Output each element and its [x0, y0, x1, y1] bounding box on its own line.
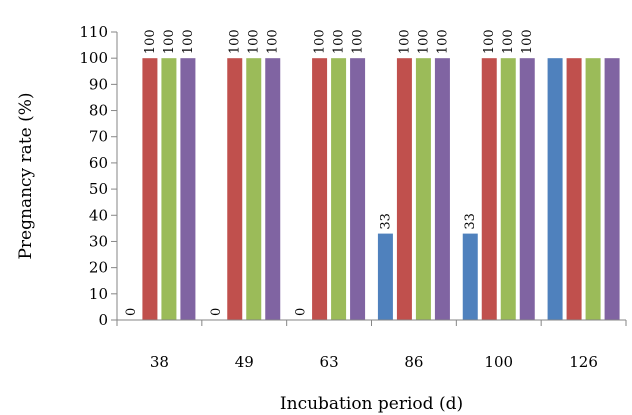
- bar: [434, 58, 450, 320]
- bar: [481, 58, 497, 320]
- y-tick-label: 40: [89, 206, 108, 224]
- bar: [377, 233, 393, 320]
- y-tick-label: 90: [89, 75, 108, 93]
- bar-data-label: 100: [332, 29, 347, 54]
- bar-data-label: 100: [520, 29, 535, 54]
- bar: [142, 58, 158, 320]
- x-tick-label: 63: [320, 353, 339, 371]
- bar-data-label: 33: [378, 213, 393, 230]
- bar: [180, 58, 196, 320]
- x-axis-title: Incubation period (d): [280, 394, 463, 414]
- y-tick-label: 100: [79, 49, 108, 67]
- bar-data-label: 100: [181, 29, 196, 54]
- y-tick-label: 70: [89, 128, 108, 146]
- x-tick-label: 38: [150, 353, 169, 371]
- bar-data-label: 100: [143, 29, 158, 54]
- bar-data-label: 100: [397, 29, 412, 54]
- y-axis-ticks: 0 10 20 30 40 50 60 70 80 90 100 110: [79, 23, 117, 329]
- bar-data-label: 100: [313, 29, 328, 54]
- bar-data-label: 0: [209, 308, 224, 316]
- bar: [585, 58, 601, 320]
- bar: [227, 58, 243, 320]
- bar-data-label: 33: [463, 213, 478, 230]
- bar-data-label: 100: [247, 29, 262, 54]
- data-labels: 0 100 100 100 0 100 100 100 0 100 100 100 33 100 100 10…: [124, 29, 535, 316]
- y-tick-label: 0: [98, 311, 108, 329]
- y-tick-label: 80: [89, 102, 108, 120]
- y-tick-label: 50: [89, 180, 108, 198]
- bar-data-label: 100: [482, 29, 497, 54]
- bar: [350, 58, 366, 320]
- bar: [462, 233, 478, 320]
- bar-data-label: 100: [266, 29, 281, 54]
- bar-data-label: 0: [124, 308, 139, 316]
- y-tick-label: 30: [89, 232, 108, 250]
- bar-series: [142, 58, 620, 320]
- bar: [265, 58, 281, 320]
- x-tick-label: 100: [484, 353, 513, 371]
- x-tick-label: 86: [404, 353, 423, 371]
- x-tick-label: 126: [569, 353, 598, 371]
- bar-data-label: 0: [294, 308, 309, 316]
- bar: [246, 58, 262, 320]
- y-tick-label: 60: [89, 154, 108, 172]
- bar-data-label: 100: [501, 29, 516, 54]
- bar: [519, 58, 535, 320]
- x-axis-ticks: 38 49 63 86 100 126: [116, 320, 627, 371]
- bar: [415, 58, 431, 320]
- y-tick-label: 10: [89, 285, 108, 303]
- bar-data-label: 100: [228, 29, 243, 54]
- x-tick-label: 49: [235, 353, 254, 371]
- y-tick-label: 110: [79, 23, 108, 41]
- bar: [161, 58, 177, 320]
- bar: [396, 58, 412, 320]
- bar-data-label: 100: [416, 29, 431, 54]
- bar-data-label: 100: [435, 29, 450, 54]
- bar-data-label: 100: [351, 29, 366, 54]
- bar: [331, 58, 347, 320]
- y-axis-title: Pregnancy rate (%): [16, 92, 36, 259]
- bar: [312, 58, 328, 320]
- bar: [547, 58, 563, 320]
- bar: [500, 58, 516, 320]
- bar: [566, 58, 582, 320]
- bar-data-label: 100: [162, 29, 177, 54]
- bar: [604, 58, 620, 320]
- y-tick-label: 20: [89, 259, 108, 277]
